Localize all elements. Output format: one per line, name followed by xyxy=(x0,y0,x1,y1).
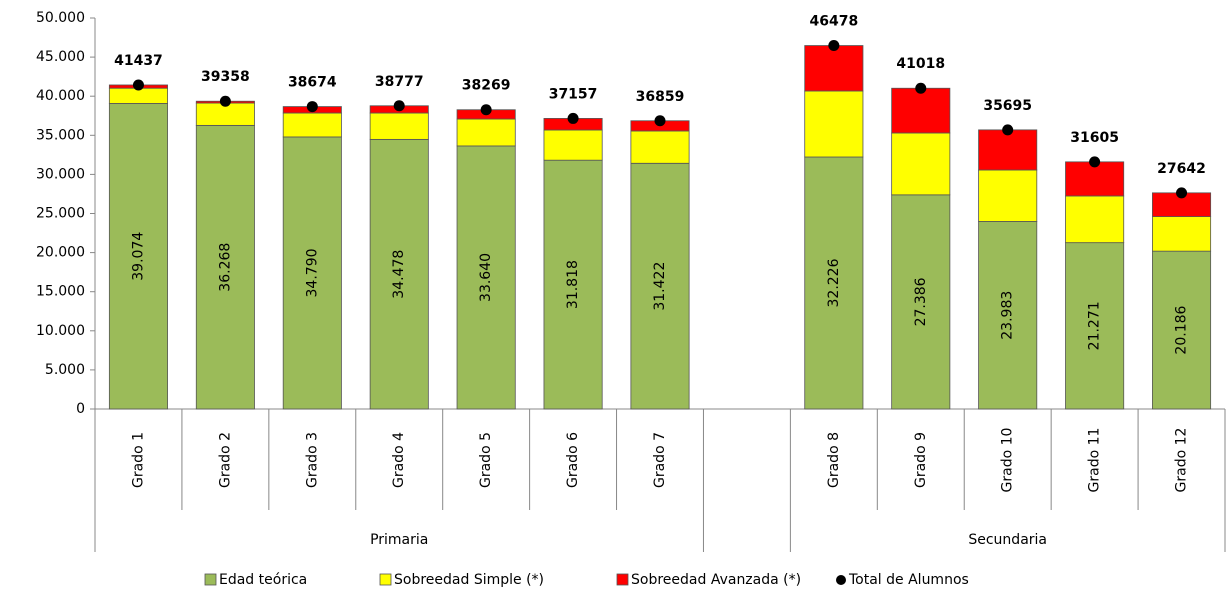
bar-segment xyxy=(282,136,342,410)
x-tick-label: Grado 1 xyxy=(130,432,146,488)
x-tick-label: Grado 12 xyxy=(1174,428,1190,493)
data-label: 23.983 xyxy=(1000,291,1016,340)
bar-segment xyxy=(1065,195,1125,244)
total-marker xyxy=(1002,124,1014,136)
total-label: 37157 xyxy=(549,86,598,102)
legend-swatch xyxy=(379,573,392,586)
legend-label: Edad teórica xyxy=(219,572,307,588)
x-tick-label: Grado 10 xyxy=(1000,428,1016,493)
data-label: 27.386 xyxy=(913,277,929,326)
total-marker xyxy=(219,95,231,107)
data-label: 33.640 xyxy=(478,253,494,302)
total-label: 38269 xyxy=(462,78,511,94)
total-marker xyxy=(132,79,144,91)
data-label: 20.186 xyxy=(1174,305,1190,354)
bar-segment xyxy=(978,221,1038,410)
legend-marker xyxy=(836,575,846,585)
data-label: 21.271 xyxy=(1087,301,1103,350)
total-label: 31605 xyxy=(1070,130,1119,146)
x-tick-label: Grado 11 xyxy=(1087,428,1103,493)
total-label: 46478 xyxy=(809,14,858,30)
total-marker xyxy=(1176,187,1188,199)
bar-segment xyxy=(891,132,951,196)
total-label: 41018 xyxy=(896,56,945,72)
bar-segment xyxy=(1152,250,1212,410)
x-tick-label: Grado 4 xyxy=(391,432,407,488)
data-label: 31.422 xyxy=(652,262,668,311)
bar-segment xyxy=(804,45,864,92)
y-tick-label: 30.000 xyxy=(36,166,85,182)
data-label: 34.478 xyxy=(391,250,407,299)
bar-segment xyxy=(195,124,255,410)
total-label: 38674 xyxy=(288,75,337,91)
bar-segment xyxy=(630,130,690,164)
bar-segment xyxy=(978,129,1038,171)
group-label: Secundaria xyxy=(968,532,1047,548)
group-label: Primaria xyxy=(370,532,428,548)
y-tick-label: 35.000 xyxy=(36,127,85,143)
total-label: 35695 xyxy=(983,98,1032,114)
bar-segment xyxy=(543,159,603,410)
bar-segment xyxy=(369,112,429,140)
bar-segment xyxy=(369,138,429,410)
bar-segment xyxy=(804,156,864,410)
x-tick-label: Grado 6 xyxy=(565,432,581,488)
bar-segment xyxy=(108,87,168,104)
y-tick-label: 0 xyxy=(76,401,85,417)
bar-segment xyxy=(108,103,168,410)
y-tick-label: 20.000 xyxy=(36,245,85,261)
y-tick-label: 50.000 xyxy=(36,10,85,26)
bar-segment xyxy=(456,145,516,410)
y-tick-label: 40.000 xyxy=(36,88,85,104)
data-label: 34.790 xyxy=(304,248,320,297)
x-tick-label: Grado 9 xyxy=(913,432,929,488)
x-tick-label: Grado 3 xyxy=(304,432,320,488)
bar-segment xyxy=(891,194,951,410)
bar-segment xyxy=(1152,216,1212,252)
bar-segment xyxy=(804,90,864,158)
total-label: 27642 xyxy=(1157,161,1206,177)
data-label: 36.268 xyxy=(217,243,233,292)
total-marker xyxy=(1089,156,1101,168)
legend-label: Sobreedad Simple (*) xyxy=(394,572,544,588)
total-label: 36859 xyxy=(636,89,685,105)
bar-segment xyxy=(978,169,1038,222)
bar-segment xyxy=(630,162,690,410)
data-label: 39.074 xyxy=(130,232,146,281)
y-tick-label: 15.000 xyxy=(36,284,85,300)
total-label: 38777 xyxy=(375,74,424,90)
y-tick-label: 25.000 xyxy=(36,206,85,222)
total-marker xyxy=(306,101,318,113)
bar-segment xyxy=(456,118,516,147)
legend-swatch xyxy=(616,573,629,586)
bar-segment xyxy=(543,129,603,161)
y-tick-label: 5.000 xyxy=(45,362,85,378)
total-label: 39358 xyxy=(201,69,250,85)
bar-segment xyxy=(891,87,951,134)
x-tick-label: Grado 8 xyxy=(826,432,842,488)
data-label: 32.226 xyxy=(826,258,842,307)
legend-swatch xyxy=(204,573,217,586)
total-marker xyxy=(654,115,666,127)
legend-label: Total de Alumnos xyxy=(848,572,969,588)
y-tick-label: 45.000 xyxy=(36,49,85,65)
total-marker xyxy=(828,40,840,52)
legend-label: Sobreedad Avanzada (*) xyxy=(631,572,801,588)
y-tick-label: 10.000 xyxy=(36,323,85,339)
total-label: 41437 xyxy=(114,53,163,69)
x-tick-label: Grado 7 xyxy=(652,432,668,488)
x-tick-label: Grado 2 xyxy=(217,432,233,488)
total-marker xyxy=(567,112,579,124)
x-tick-label: Grado 5 xyxy=(478,432,494,488)
total-marker xyxy=(393,100,405,112)
total-marker xyxy=(915,82,927,94)
total-marker xyxy=(480,104,492,116)
bar-segment xyxy=(1065,161,1125,197)
data-label: 31.818 xyxy=(565,260,581,309)
bar-segment xyxy=(282,112,342,138)
